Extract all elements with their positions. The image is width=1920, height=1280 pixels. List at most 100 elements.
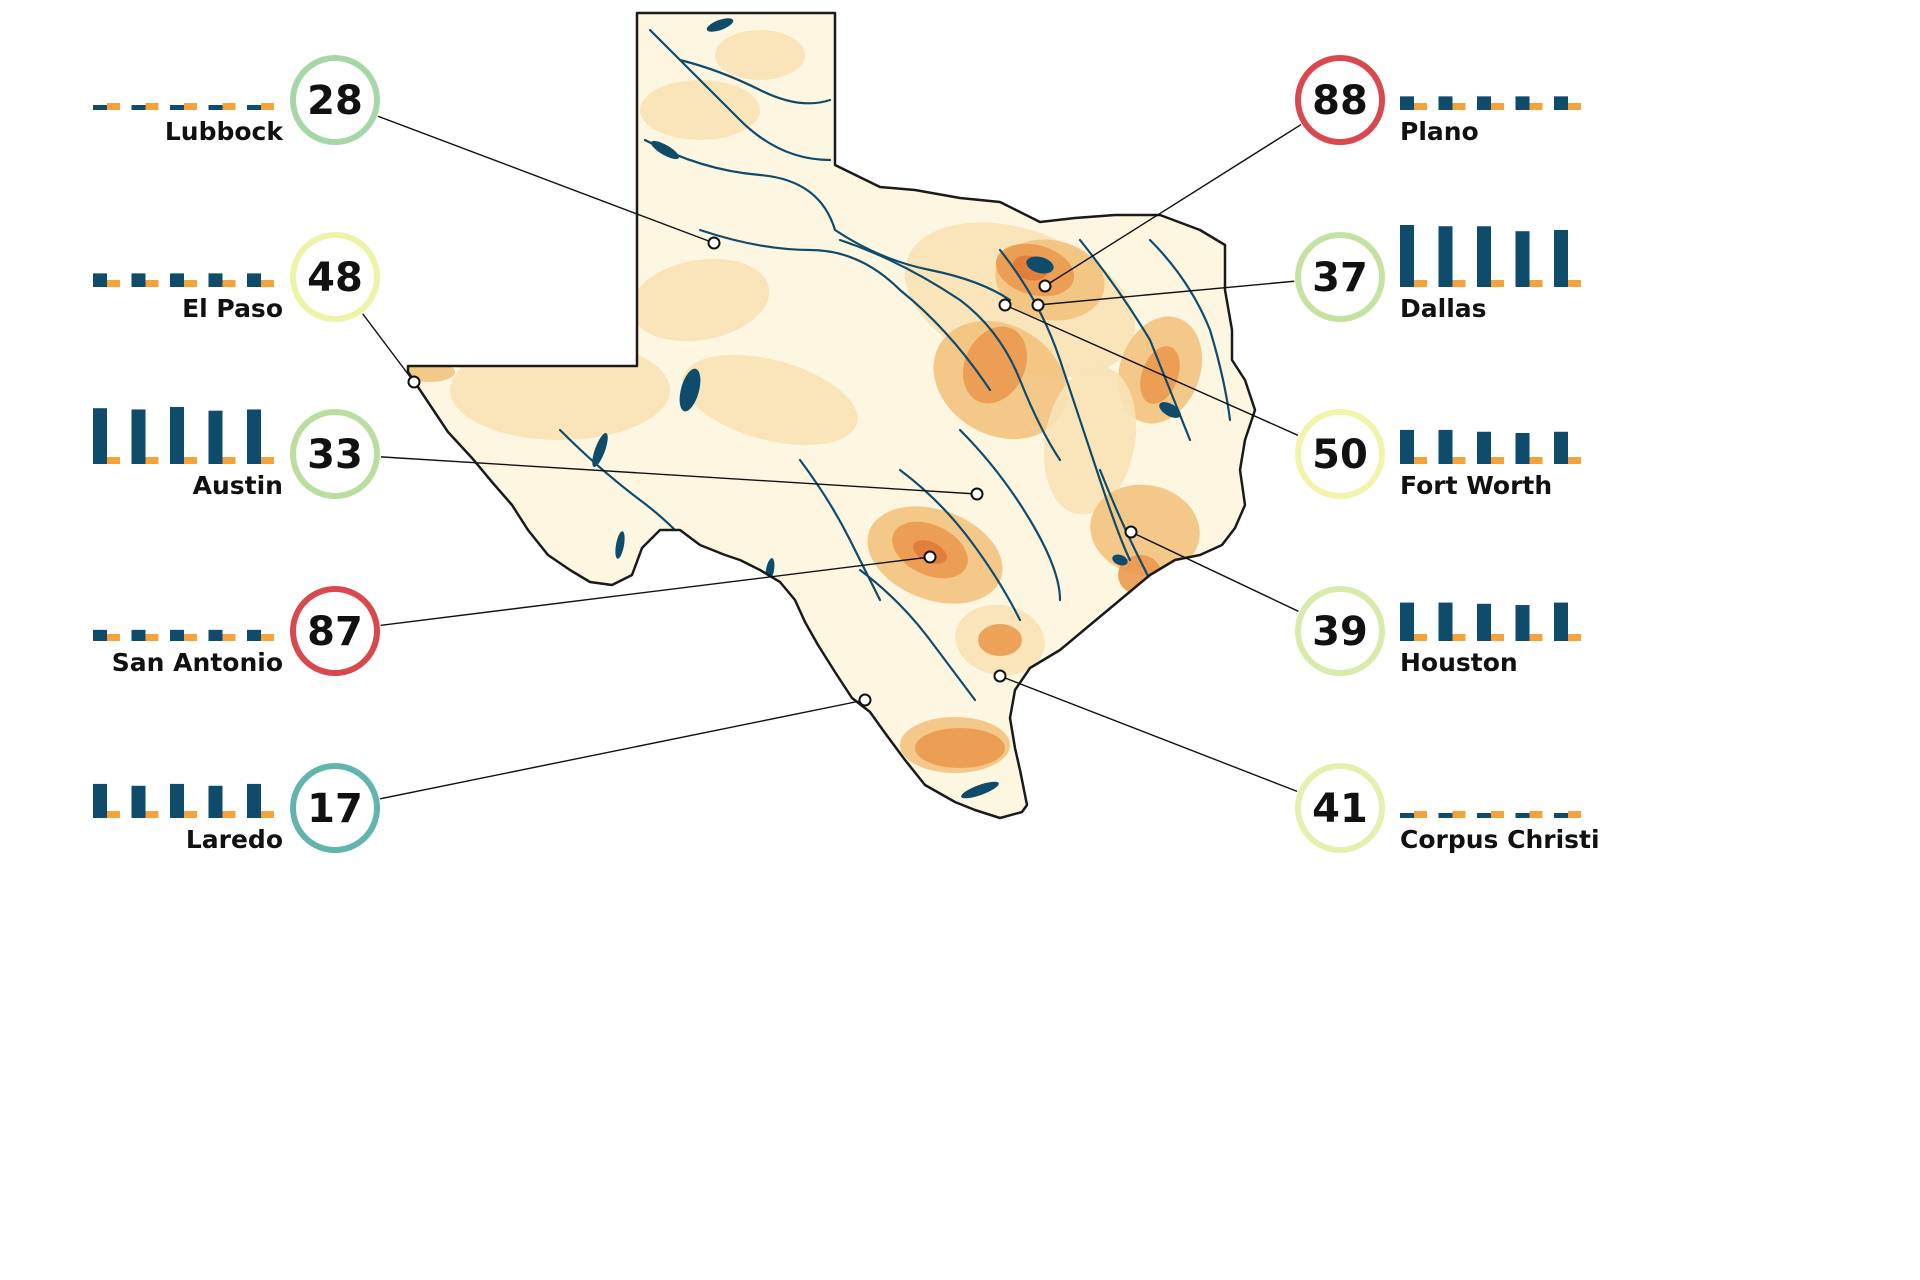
score-value-houston: 39 [1312,609,1368,655]
bar-secondary [1568,103,1581,110]
score-ring-lubbock [290,55,380,145]
bar-secondary [1452,811,1466,818]
bar-primary [208,273,223,287]
city-badges: 28 Lubbock 48 El Paso 33 Austin 87 San Antonio 1… [93,55,1600,854]
bar-primary [1554,96,1568,110]
city-marker-corpus-christi[interactable] [993,669,1007,683]
bar-primary [1400,429,1414,464]
city-marker-fort-worth[interactable] [998,298,1012,312]
bar-primary [1554,229,1568,287]
bar-primary [131,629,146,641]
city-label-houston: Houston [1400,648,1518,677]
bar-secondary [107,634,120,641]
city-badge-san-antonio: 87 San Antonio [93,586,380,677]
city-marker-austin[interactable] [970,487,984,501]
bar-secondary [107,103,120,110]
city-badge-fort-worth: 50 Fort Worth [1295,409,1581,500]
score-ring-corpus-christi [1295,763,1385,853]
bar-secondary [261,811,274,818]
score-value-fort-worth: 50 [1312,432,1368,478]
river [958,428,1062,602]
bar-secondary [184,103,197,110]
bar-secondary [1414,280,1427,287]
bar-primary [247,273,261,287]
city-marker-dallas[interactable] [1031,298,1045,312]
bar-primary [1554,813,1568,818]
bar-primary [208,785,223,818]
lake [1159,402,1181,418]
rivers-and-lakes [558,18,1232,799]
heat-zone [978,624,1022,656]
bar-secondary [222,103,236,110]
bar-secondary [261,457,274,464]
city-marker-el-paso[interactable] [407,375,421,389]
city-label-corpus-christi: Corpus Christi [1400,825,1600,854]
bar-secondary [1491,280,1504,287]
bar-primary [1515,813,1530,818]
bar-primary [93,273,107,287]
bar-sparkline-lubbock [93,103,274,110]
bar-secondary [1452,103,1466,110]
bar-secondary [1491,457,1504,464]
bar-secondary [1452,280,1466,287]
heat-zone [640,80,760,140]
bar-primary [1438,226,1453,287]
bar-secondary [1491,811,1504,818]
score-value-lubbock: 28 [307,78,363,124]
bar-primary [208,629,223,641]
city-badge-dallas: 37 Dallas [1295,225,1581,323]
bar-primary [170,629,184,641]
bar-secondary [222,457,236,464]
lake [1026,256,1054,274]
score-value-san-antonio: 87 [307,609,363,655]
bar-primary [1477,96,1491,110]
texas-state-outline [406,11,1257,820]
bar-primary [1400,225,1414,287]
bar-secondary [145,634,159,641]
bar-sparkline-san-antonio [93,629,274,641]
bar-secondary [1568,634,1581,641]
bar-secondary [261,634,274,641]
city-marker-san-antonio[interactable] [923,550,937,564]
bar-secondary [107,457,120,464]
bar-sparkline-plano [1400,96,1581,110]
score-value-dallas: 37 [1312,255,1368,301]
bar-secondary [1414,103,1427,110]
bar-primary [1400,96,1414,110]
score-ring-san-antonio [290,586,380,676]
city-badge-el-paso: 48 El Paso [93,232,380,323]
city-label-lubbock: Lubbock [165,117,285,146]
bar-secondary [107,280,120,287]
bar-primary [247,409,261,464]
bar-secondary [145,103,159,110]
bar-primary [170,783,184,818]
city-badge-laredo: 17 Laredo [93,763,380,854]
bar-sparkline-austin [93,406,274,464]
lake [650,140,680,160]
bar-primary [208,410,223,464]
bar-secondary [1529,634,1543,641]
bar-primary [1515,231,1530,287]
lake [706,18,734,32]
score-ring-plano [1295,55,1385,145]
bar-primary [93,105,107,110]
bar-secondary [222,280,236,287]
city-marker-laredo[interactable] [858,693,872,707]
bar-primary [1477,431,1491,464]
bar-primary [1515,96,1530,110]
bar-secondary [145,457,159,464]
city-label-fort-worth: Fort Worth [1400,471,1552,500]
city-marker-lubbock[interactable] [707,236,721,250]
bar-secondary [107,811,120,818]
leader-line-san-antonio [380,556,931,627]
city-badge-houston: 39 Houston [1295,586,1581,677]
lake [592,432,608,468]
city-marker-houston[interactable] [1124,525,1138,539]
bar-primary [208,105,223,110]
score-ring-laredo [290,763,380,853]
lake [1112,554,1128,566]
bar-secondary [1491,103,1504,110]
score-value-plano: 88 [1312,78,1368,124]
city-marker-plano[interactable] [1038,279,1052,293]
bar-primary [1477,226,1491,287]
